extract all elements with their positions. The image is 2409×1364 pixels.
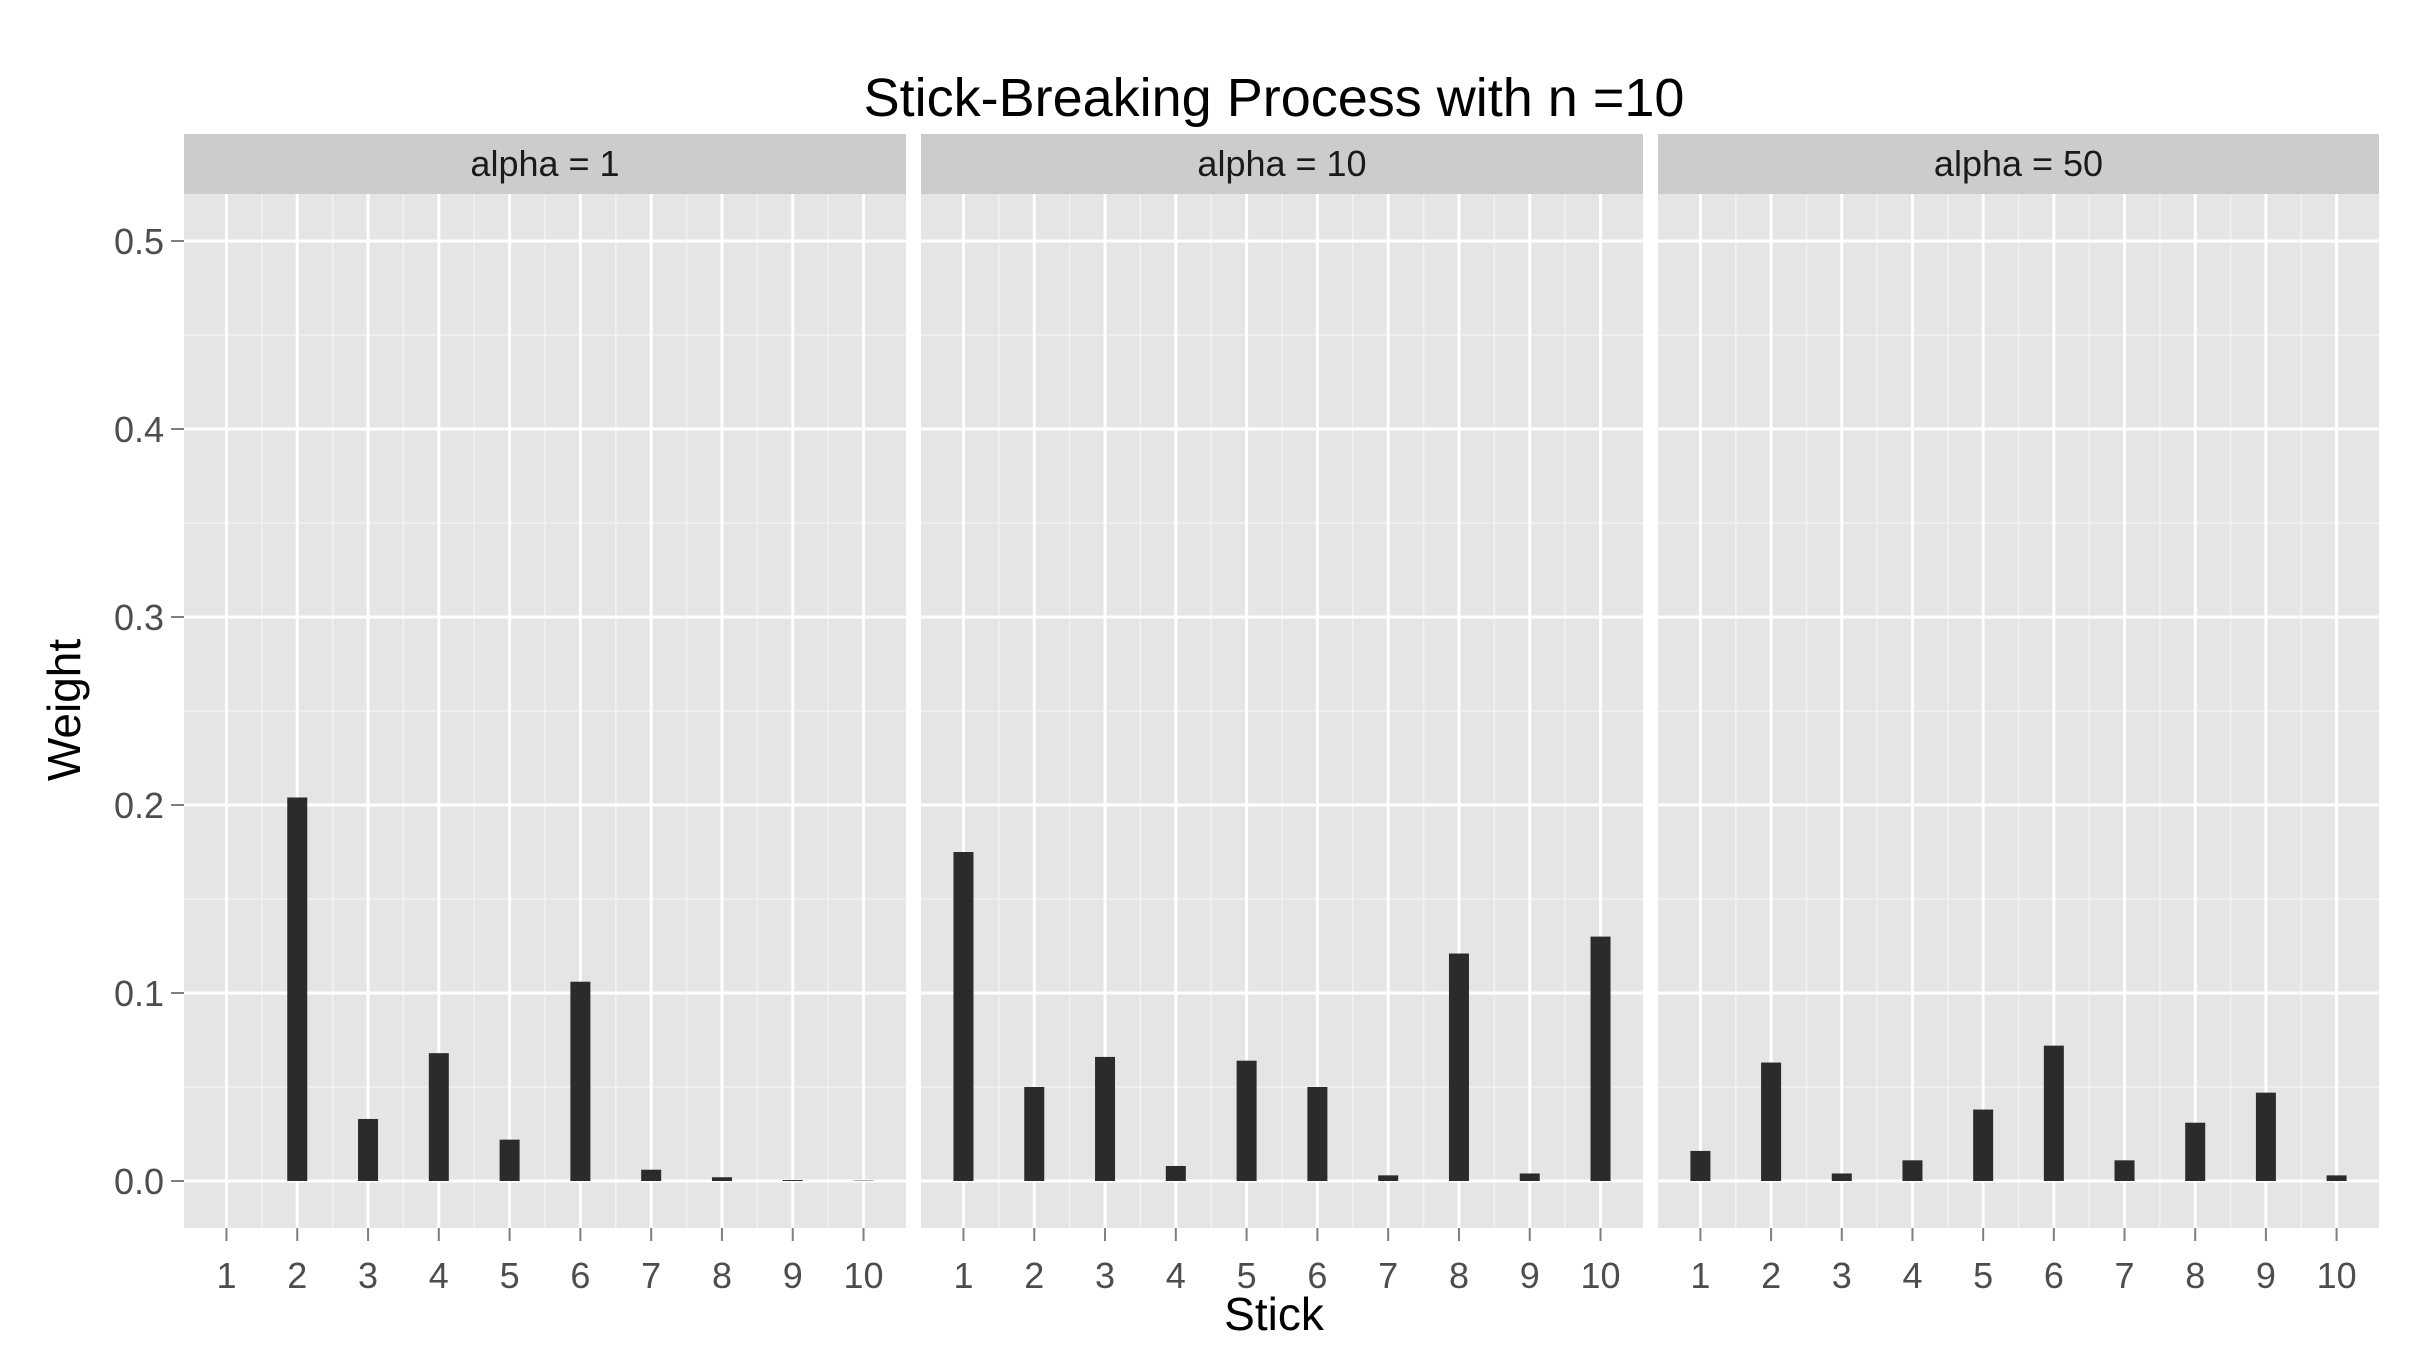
bar [428,1053,449,1181]
y-tick-label: 0.0 [114,1161,164,1202]
bar [1690,1150,1711,1181]
y-tick-label: 0.3 [114,597,164,638]
strip-background [921,134,1643,194]
x-tick-label: 8 [1449,1255,1469,1296]
bar [358,1118,379,1181]
x-tick-label: 4 [1902,1255,1922,1296]
x-tick-label: 7 [1378,1255,1398,1296]
bar [499,1139,520,1181]
facet-panel: alpha = 10 1 2 3 4 5 6 7 8 9 10 [921,134,1643,1296]
x-tick-label: 6 [1307,1255,1327,1296]
y-axis-title: Weight [38,639,90,782]
x-tick-label: 1 [1690,1255,1710,1296]
x-axis-title: Stick [1224,1288,1325,1340]
bar [1590,936,1611,1181]
bar [1902,1160,1923,1181]
x-tick-label: 8 [712,1255,732,1296]
bar [1095,1056,1116,1181]
facet-panel: alpha = 50 1 2 3 4 5 6 7 8 9 10 [1658,134,2379,1296]
x-tick-label: 9 [1520,1255,1540,1296]
y-tick-label: 0.4 [114,409,164,450]
bar [2326,1175,2347,1181]
x-tick-label: 3 [358,1255,378,1296]
bar [2255,1092,2276,1181]
x-tick-label: 9 [783,1255,803,1296]
bar [782,1180,803,1181]
bar [1448,953,1469,1181]
bar [1378,1175,1399,1181]
x-tick-label: 10 [1581,1255,1621,1296]
x-tick-label: 7 [2115,1255,2135,1296]
x-tick-label: 6 [2044,1255,2064,1296]
bar [1307,1087,1328,1181]
bar [953,852,974,1181]
strip-label: alpha = 1 [470,143,619,184]
x-tick-label: 4 [429,1255,449,1296]
x-tick-label: 10 [844,1255,884,1296]
strip-label: alpha = 10 [1197,143,1366,184]
y-tick-label: 0.5 [114,221,164,262]
x-tick-label: 2 [1024,1255,1044,1296]
strip-label: alpha = 50 [1934,143,2103,184]
bar [2114,1160,2135,1181]
y-tick-label: 0.1 [114,973,164,1014]
x-tick-label: 5 [500,1255,520,1296]
x-tick-label: 2 [1761,1255,1781,1296]
x-tick-label: 8 [2185,1255,2205,1296]
x-tick-label: 1 [953,1255,973,1296]
bar [1519,1173,1540,1181]
bar [1236,1060,1257,1181]
bar [570,981,591,1181]
bar [1024,1087,1045,1181]
x-tick-label: 5 [1973,1255,1993,1296]
x-tick-label: 10 [2317,1255,2357,1296]
x-tick-label: 3 [1095,1255,1115,1296]
x-tick-label: 1 [216,1255,236,1296]
x-tick-label: 3 [1832,1255,1852,1296]
x-tick-label: 6 [570,1255,590,1296]
chart-title: Stick-Breaking Process with n =10 [864,68,1685,128]
bar [1761,1062,1782,1181]
bar [287,797,308,1181]
strip-background [184,134,906,194]
x-tick-label: 4 [1166,1255,1186,1296]
strip-background [1658,134,2379,194]
bar [711,1177,732,1181]
x-tick-label: 5 [1237,1255,1257,1296]
y-axis: 0.0 0.1 0.2 0.3 0.4 0.5 [114,221,184,1202]
bar [2185,1122,2206,1181]
x-tick-label: 9 [2256,1255,2276,1296]
bar [1165,1165,1186,1181]
facet-panel: alpha = 1 1 2 3 4 5 6 7 8 9 10 [184,134,906,1296]
y-tick-label: 0.2 [114,785,164,826]
bar [1831,1173,1852,1181]
bar [1973,1109,1994,1181]
bar [2043,1045,2064,1181]
x-tick-label: 7 [641,1255,661,1296]
bar [641,1169,662,1181]
x-tick-label: 2 [287,1255,307,1296]
